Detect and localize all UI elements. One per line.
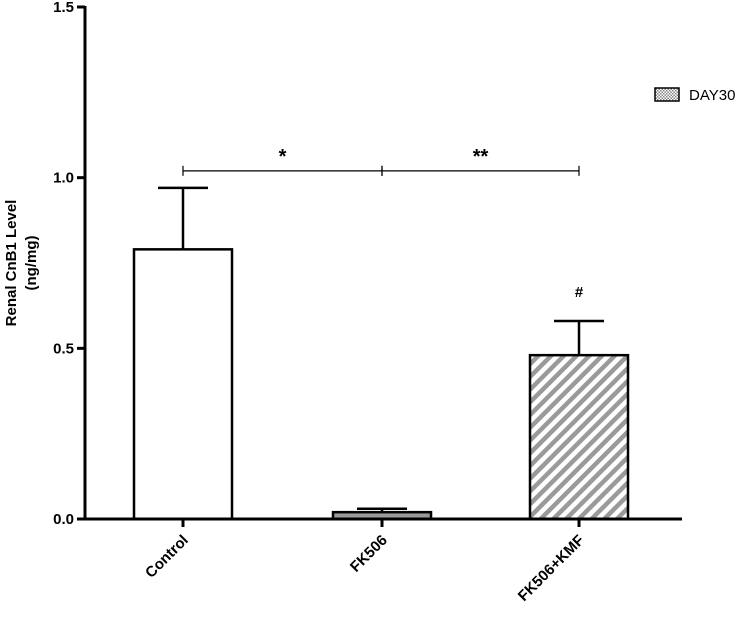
error-bar (158, 186, 208, 250)
y-axis-title-line1: Renal CnB1 Level (3, 200, 20, 327)
x-axis-categories: Control FK506 FK506+KMF (142, 519, 588, 605)
annotation-label: # (575, 284, 584, 301)
significance-bracket: ** (381, 146, 580, 176)
legend: DAY30 (654, 87, 735, 104)
y-tick-label: 0.0 (53, 511, 74, 528)
y-tick-label: 1.5 (53, 0, 74, 16)
bar-fk506-kmf (528, 353, 630, 521)
y-tick-label: 0.5 (53, 340, 74, 357)
significance-label: ** (473, 146, 489, 168)
y-axis-title: Renal CnB1 Level (ng/mg) (3, 200, 40, 327)
bars (132, 248, 630, 521)
x-tick-label: FK506 (347, 532, 391, 576)
error-bar (357, 507, 407, 513)
y-axis-title-line2: (ng/mg) (23, 236, 40, 291)
y-axis-ticks: 0.0 0.5 1.0 1.5 (53, 0, 85, 528)
error-bar (554, 319, 604, 356)
x-tick-label: FK506+KMF (515, 532, 588, 605)
significance-brackets: * ** (182, 146, 580, 176)
annotations: # (575, 284, 584, 301)
x-tick-label: Control (142, 532, 192, 582)
legend-label: DAY30 (689, 87, 735, 104)
bar-control (132, 248, 234, 521)
significance-bracket: * (182, 146, 383, 176)
y-tick-label: 1.0 (53, 170, 74, 187)
significance-label: * (279, 146, 287, 168)
legend-swatch (654, 87, 680, 102)
error-bars (158, 186, 604, 513)
